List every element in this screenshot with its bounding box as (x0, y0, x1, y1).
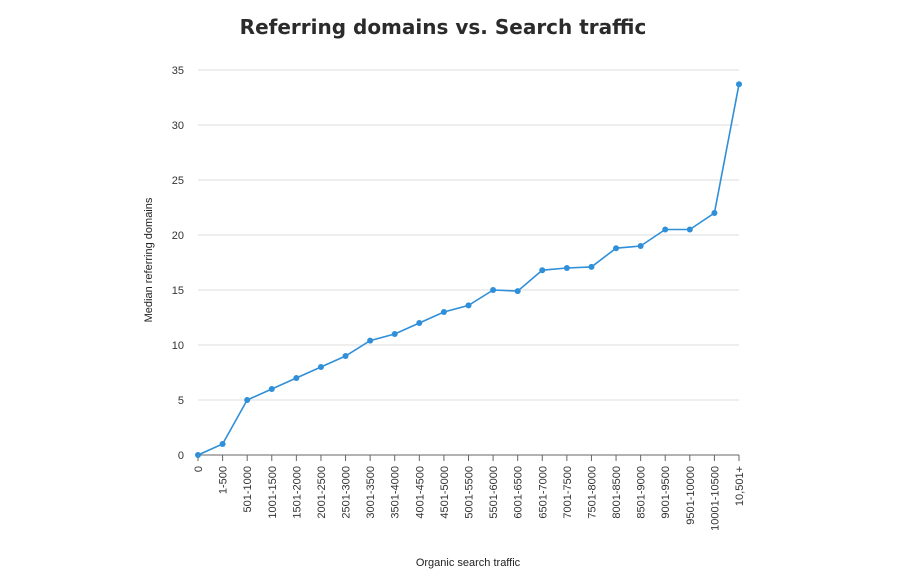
x-tick-label: 7001-7500 (562, 466, 574, 519)
data-point (563, 265, 570, 271)
data-point (539, 267, 546, 274)
data-point (244, 397, 251, 403)
y-axis-label: Median referring domains (143, 197, 155, 322)
x-tick-label: 1-500 (218, 466, 230, 494)
data-point (588, 263, 595, 270)
x-tick-label: 2501-3000 (341, 466, 353, 519)
x-tick-label: 9001-9500 (660, 466, 672, 519)
data-point (736, 81, 742, 88)
y-axis-ticks: 0 5 10 15 20 25 30 35 (172, 65, 184, 462)
x-tick-label: 6501-7000 (537, 466, 549, 519)
x-tick-label: 4001-4500 (414, 466, 426, 519)
data-point (440, 309, 447, 315)
data-points (195, 81, 742, 458)
x-tick-label: 9501-10000 (685, 466, 697, 525)
data-point (613, 245, 620, 252)
data-point (662, 226, 669, 233)
x-tick-label: 2001-2500 (316, 466, 328, 519)
x-tick-label: 3501-4000 (390, 466, 402, 519)
y-tick-label: 5 (178, 395, 184, 407)
y-tick-label: 35 (172, 65, 184, 77)
data-point (195, 452, 201, 458)
data-point (219, 441, 226, 447)
x-tick-label: 3001-3500 (365, 466, 377, 519)
x-tick-label: 10,501+ (734, 466, 746, 506)
y-tick-label: 15 (172, 285, 184, 297)
series-line (197, 84, 740, 456)
x-tick-label: 1501-2000 (291, 466, 303, 519)
data-point (711, 210, 718, 216)
x-tick-label: 10001-10500 (709, 466, 721, 531)
y-tick-label: 0 (178, 450, 184, 462)
data-point (416, 320, 423, 326)
data-point (342, 353, 349, 359)
gridlines (198, 69, 739, 401)
x-tick-label: 5001-5500 (464, 466, 476, 519)
x-tick-label: 8501-9000 (636, 466, 648, 519)
data-point (367, 337, 374, 344)
x-tick-label: 5501-6000 (488, 466, 500, 519)
x-axis-ticks: 0 1-500 501-1000 1001-1500 1501-2000 2001-250… (193, 455, 746, 531)
data-point (465, 302, 472, 309)
x-axis-label: Organic search traffic (416, 557, 521, 569)
x-tick-label: 1001-1500 (267, 466, 279, 519)
x-tick-label: 6001-6500 (513, 466, 525, 519)
x-tick-label: 501-1000 (242, 466, 254, 513)
chart-title: Referring domains vs. Search traffic (240, 15, 647, 39)
data-point (293, 375, 300, 381)
y-tick-label: 30 (172, 120, 184, 132)
x-tick-label: 4501-5000 (439, 466, 451, 519)
data-point (317, 364, 324, 370)
y-tick-label: 20 (172, 230, 184, 242)
data-point (514, 288, 521, 295)
x-tick-label: 0 (193, 466, 205, 472)
data-point (490, 287, 497, 293)
data-point (268, 386, 275, 392)
y-tick-label: 25 (172, 175, 184, 187)
data-point (637, 243, 644, 249)
x-tick-label: 7501-8000 (586, 466, 598, 519)
data-point (686, 226, 693, 233)
data-point (391, 331, 398, 337)
y-tick-label: 10 (172, 340, 184, 352)
x-tick-label: 8001-8500 (611, 466, 623, 519)
